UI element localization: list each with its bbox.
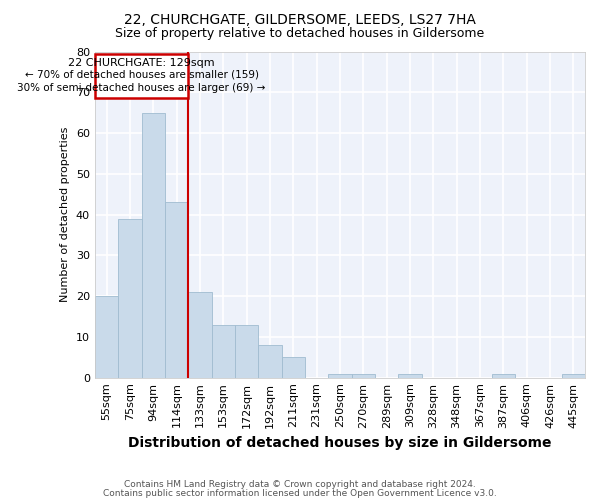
Bar [258,345,281,378]
Bar [562,374,585,378]
Bar [95,54,188,98]
Y-axis label: Number of detached properties: Number of detached properties [61,127,70,302]
Text: Size of property relative to detached houses in Gildersome: Size of property relative to detached ho… [115,28,485,40]
Bar [95,296,118,378]
Bar [118,218,142,378]
Text: 22 CHURCHGATE: 129sqm: 22 CHURCHGATE: 129sqm [68,58,215,68]
Bar [142,112,165,378]
Bar [398,374,422,378]
Bar [352,374,375,378]
Bar [281,358,305,378]
Bar [165,202,188,378]
Bar [328,374,352,378]
Text: Contains HM Land Registry data © Crown copyright and database right 2024.: Contains HM Land Registry data © Crown c… [124,480,476,489]
Bar [235,324,258,378]
Text: 22, CHURCHGATE, GILDERSOME, LEEDS, LS27 7HA: 22, CHURCHGATE, GILDERSOME, LEEDS, LS27 … [124,12,476,26]
X-axis label: Distribution of detached houses by size in Gildersome: Distribution of detached houses by size … [128,436,552,450]
Bar [188,292,212,378]
Bar [212,324,235,378]
Text: 30% of semi-detached houses are larger (69) →: 30% of semi-detached houses are larger (… [17,84,266,94]
Text: Contains public sector information licensed under the Open Government Licence v3: Contains public sector information licen… [103,490,497,498]
Bar [491,374,515,378]
Text: ← 70% of detached houses are smaller (159): ← 70% of detached houses are smaller (15… [25,70,259,80]
